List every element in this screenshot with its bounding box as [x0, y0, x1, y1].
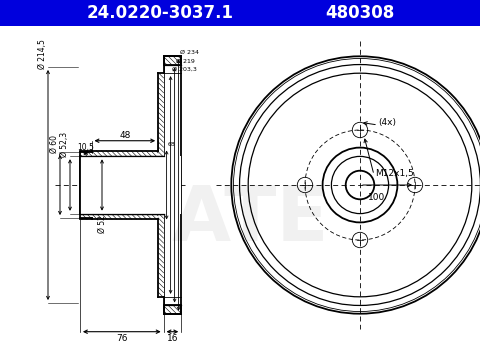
- Text: M12x1,5: M12x1,5: [375, 168, 414, 177]
- Polygon shape: [158, 73, 164, 156]
- Text: (4x): (4x): [378, 117, 396, 126]
- Text: 480308: 480308: [325, 4, 395, 22]
- Polygon shape: [80, 151, 92, 152]
- Polygon shape: [80, 151, 158, 156]
- Polygon shape: [158, 213, 164, 297]
- Text: Ø 52: Ø 52: [97, 216, 107, 234]
- Text: ATE: ATE: [171, 183, 329, 257]
- Text: Ø 234: Ø 234: [180, 50, 199, 55]
- Polygon shape: [164, 305, 181, 314]
- Text: 100: 100: [368, 193, 385, 202]
- Text: Ø 60: Ø 60: [50, 135, 59, 153]
- Text: 68: 68: [168, 141, 175, 147]
- Text: Ø 214,5: Ø 214,5: [38, 39, 47, 69]
- Text: Ø 52,3: Ø 52,3: [60, 132, 69, 157]
- Text: 10,5: 10,5: [77, 143, 94, 152]
- Text: 76: 76: [116, 334, 128, 343]
- Bar: [0, 0, 480, 26]
- Text: 16: 16: [167, 334, 178, 343]
- Polygon shape: [80, 213, 158, 219]
- Text: Ø 219: Ø 219: [176, 59, 194, 64]
- Text: 24.0220-3037.1: 24.0220-3037.1: [86, 4, 233, 22]
- Text: 48: 48: [119, 131, 131, 140]
- Text: Ø 203,3: Ø 203,3: [172, 67, 196, 72]
- Polygon shape: [80, 218, 92, 219]
- Polygon shape: [164, 56, 181, 64]
- Bar: [80, 156, 181, 213]
